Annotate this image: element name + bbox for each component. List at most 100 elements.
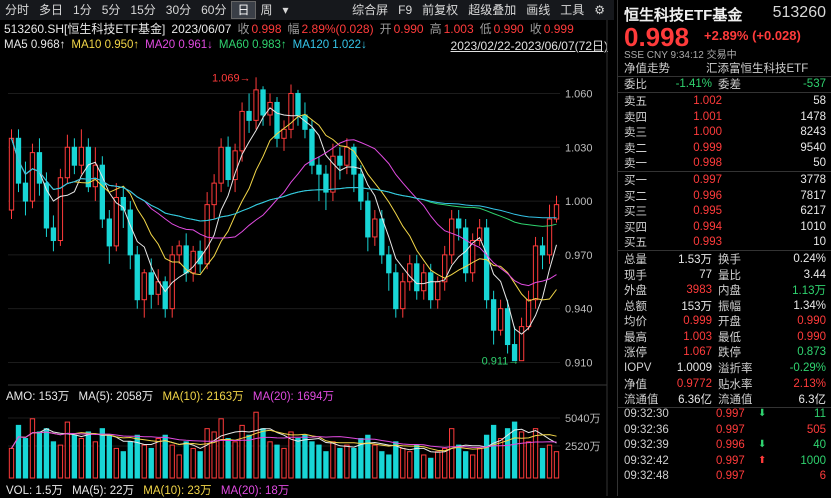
candle-body — [449, 218, 455, 256]
candle-body — [239, 110, 245, 152]
bid-price: 0.993 — [693, 236, 722, 249]
bid-row[interactable]: 买五 0.993 10 — [618, 235, 831, 251]
volume-bar — [497, 438, 504, 479]
amo-value: AMO: 153万 — [6, 391, 70, 403]
candle-body — [469, 240, 476, 274]
ask-row[interactable]: 卖五 1.002 58 — [618, 93, 831, 109]
candle-body — [323, 173, 329, 193]
price-axis-label: 0.970 — [565, 250, 593, 262]
close-label: 收 — [237, 22, 250, 36]
tools-button[interactable]: 工具 — [560, 3, 585, 17]
stat-row: 最高 1.003 最低 0.990 — [618, 329, 831, 345]
ask-price: 0.998 — [693, 157, 722, 170]
bid-label: 买一 — [624, 174, 647, 187]
panel-security-name: 恒生科技ETF基金 — [624, 7, 743, 24]
candle-body — [463, 227, 469, 274]
volume-bar — [85, 431, 92, 479]
kline-chart-area[interactable]: 分时 多日 1分 5分 15分 30分 60分 日 周 ▾ 综合屏 F9 前复权… — [0, 0, 614, 497]
bid-row[interactable]: 买一 0.997 3778 — [618, 172, 831, 188]
stat-label: 振幅 — [718, 300, 741, 313]
date-range[interactable]: 2023/02/22-2023/06/07(72日) — [450, 39, 608, 53]
volume-bar — [407, 451, 413, 479]
volume-bar — [553, 451, 560, 479]
gear-icon[interactable]: ⚙ — [594, 3, 605, 17]
volume-bar — [176, 454, 182, 479]
nav-row[interactable]: 净值走势 汇添富恒生科技ETF — [618, 60, 831, 76]
tick-row: 09:32:36 0.997 505 — [618, 424, 831, 440]
candle-body — [532, 245, 539, 301]
tick-volume: 6 — [819, 470, 826, 483]
stat-row: 总额 153万 振幅 1.34% — [618, 298, 831, 314]
volume-bar — [511, 421, 518, 479]
bid-volume: 1010 — [800, 220, 826, 233]
candle-body — [218, 146, 224, 184]
panel-last-price: 0.998 — [624, 22, 690, 52]
bid-row[interactable]: 买三 0.995 6217 — [618, 203, 831, 219]
ask-row[interactable]: 卖一 0.998 50 — [618, 156, 831, 172]
open-label: 开 — [379, 22, 392, 36]
stat-value: 0.873 — [797, 346, 826, 359]
tick-price: 0.997 — [716, 454, 745, 467]
bid-row[interactable]: 买二 0.996 7817 — [618, 188, 831, 204]
ask-volume: 1478 — [800, 110, 826, 123]
volume-bar — [99, 428, 105, 479]
price-axis-label: 1.030 — [565, 142, 593, 154]
ask-row[interactable]: 卖三 1.000 8243 — [618, 124, 831, 140]
weicha-value: -537 — [802, 78, 826, 91]
bid-price: 0.997 — [693, 173, 722, 186]
tick-time: 09:32:39 — [624, 439, 669, 452]
ask-row[interactable]: 卖二 0.999 9540 — [618, 140, 831, 156]
stat-label: 现手 — [624, 269, 647, 282]
draw-line-button[interactable]: 画线 — [526, 3, 551, 17]
volume-bar — [8, 447, 15, 479]
bid-volume: 10 — [813, 236, 826, 249]
volume-bar — [71, 434, 78, 479]
candle-body — [169, 254, 175, 310]
candle-body — [511, 344, 518, 362]
stat-value: 0.999 — [683, 315, 712, 328]
stat-row: 外盘 3983 内盘 1.13万 — [618, 282, 831, 298]
f9-button[interactable]: F9 — [398, 3, 413, 17]
tab-30min[interactable]: 30分 — [165, 3, 192, 17]
tab-intraday[interactable]: 分时 — [5, 3, 30, 17]
bid-row[interactable]: 买四 0.994 1010 — [618, 219, 831, 235]
candle-body — [29, 152, 36, 202]
ask-label: 卖一 — [624, 158, 647, 171]
stat-row: IOPV 1.0009 溢折率 -0.29% — [618, 360, 831, 376]
stat-value: -0.29% — [789, 362, 826, 375]
ask-price: 1.000 — [693, 126, 722, 139]
open-value: 0.990 — [393, 21, 424, 36]
tab-1min[interactable]: 1分 — [73, 3, 92, 17]
volume-bar — [428, 457, 434, 479]
candle-body — [260, 89, 266, 116]
tab-weekly[interactable]: 周 — [260, 3, 273, 17]
bid-price: 0.995 — [693, 205, 722, 218]
volume-bar — [400, 447, 406, 479]
super-overlay-button[interactable]: 超级叠加 — [468, 3, 517, 17]
vol-ma5-line — [11, 428, 557, 453]
volume-bar — [232, 441, 238, 479]
stat-value: 0.24% — [793, 252, 826, 265]
tab-5min[interactable]: 5分 — [101, 3, 121, 17]
stat-value: 3.44 — [803, 268, 826, 281]
ask-volume: 50 — [813, 157, 826, 170]
tab-60min[interactable]: 60分 — [201, 3, 227, 17]
period-toolbar: 分时 多日 1分 5分 15分 30分 60分 日 周 ▾ 综合屏 F9 前复权… — [0, 0, 614, 20]
candle-body — [546, 218, 553, 256]
bid-label: 买五 — [624, 237, 647, 250]
candle-body — [71, 146, 78, 166]
composite-screen-button[interactable]: 综合屏 — [352, 3, 389, 17]
more-periods-dropdown[interactable]: ▾ — [282, 3, 289, 17]
stat-label: 溢折率 — [718, 363, 753, 376]
ask-row[interactable]: 卖四 1.001 1478 — [618, 109, 831, 125]
forward-adjust-button[interactable]: 前复权 — [422, 3, 459, 17]
tab-multiday[interactable]: 多日 — [39, 3, 64, 17]
volume-bar — [36, 431, 43, 479]
candle-body — [295, 92, 301, 116]
candle-body — [504, 308, 511, 346]
low-value: 0.990 — [493, 21, 524, 36]
tab-daily[interactable]: 日 — [231, 1, 256, 19]
price-axis-label: 0.940 — [565, 304, 593, 316]
tab-15min[interactable]: 15分 — [130, 3, 156, 17]
tick-price: 0.997 — [716, 408, 745, 421]
